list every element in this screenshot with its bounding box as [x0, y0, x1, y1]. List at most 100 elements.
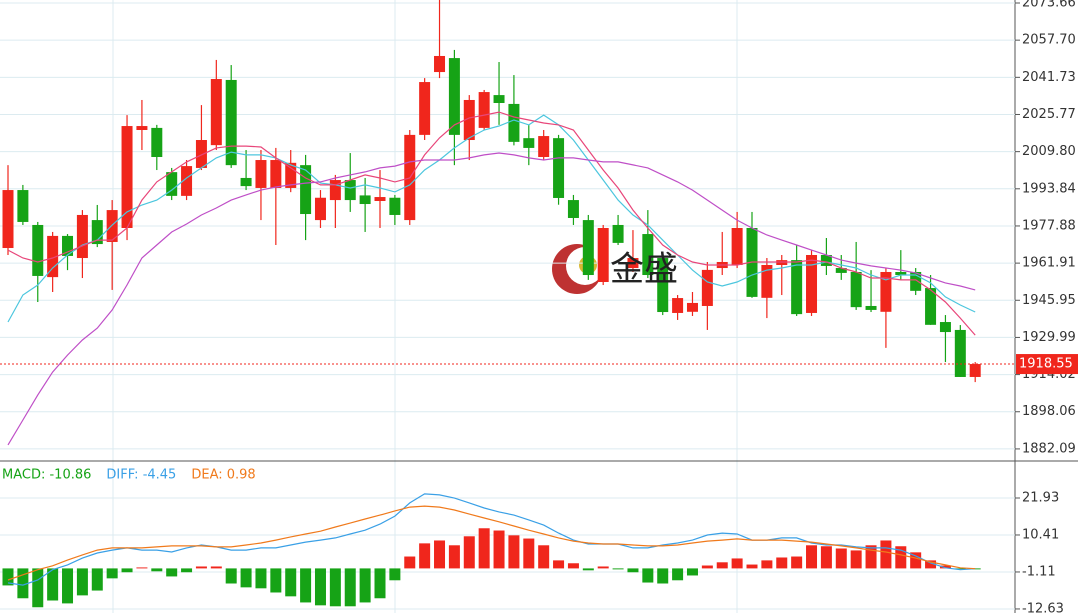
- macd-bar: [91, 568, 103, 591]
- macd-bar: [925, 560, 937, 569]
- macd-bar: [686, 568, 698, 576]
- moving-average-line: [7, 152, 976, 446]
- y-tick-label: 1961.91: [1022, 256, 1076, 271]
- macd-bar: [136, 567, 148, 569]
- macd-bar: [434, 540, 446, 569]
- macd-bar: [672, 568, 684, 581]
- legend-entry: MACD: -10.86: [2, 468, 91, 483]
- macd-bar: [895, 546, 907, 569]
- macd-bar: [210, 566, 222, 569]
- macd-bar: [508, 535, 520, 569]
- macd-bar: [791, 556, 803, 569]
- macd-bar: [76, 568, 88, 596]
- macd-bar: [181, 568, 193, 573]
- macd-bar: [716, 562, 728, 569]
- marks-layer: [2, 0, 981, 608]
- macd-bar: [582, 568, 594, 571]
- macd-bar: [270, 568, 282, 593]
- candle-body: [582, 220, 594, 276]
- macd-bar: [553, 560, 565, 569]
- macd-bar: [62, 568, 74, 604]
- macd-bar: [642, 568, 654, 583]
- candle-body: [657, 258, 669, 313]
- watermark-text: 金盛: [610, 250, 678, 290]
- macd-bar: [300, 568, 312, 603]
- y-tick-label: 2025.77: [1022, 107, 1076, 122]
- candle-body: [329, 180, 341, 201]
- y-tick-label: 1945.95: [1022, 293, 1076, 308]
- candle-body: [553, 138, 565, 198]
- macd-bar: [910, 552, 922, 569]
- macd-bar: [47, 568, 59, 601]
- macd-bar: [612, 568, 624, 570]
- candle-body: [761, 265, 773, 298]
- macd-bar: [32, 568, 44, 608]
- macd-bar: [746, 564, 758, 569]
- candle-body: [865, 305, 877, 310]
- candle-body: [255, 160, 267, 188]
- candle-body: [225, 79, 237, 166]
- candle-body: [166, 172, 178, 196]
- candle-body: [939, 322, 951, 333]
- candle-body: [701, 269, 713, 306]
- candle-body: [106, 210, 118, 242]
- candle-body: [344, 180, 356, 201]
- macd-bar: [954, 568, 966, 570]
- current-price-label: 1918.55: [1019, 357, 1073, 372]
- macd-bar: [478, 528, 490, 569]
- macd-bar: [359, 568, 371, 603]
- candle-body: [300, 165, 312, 215]
- macd-bar: [657, 568, 669, 584]
- candle-body: [523, 138, 535, 148]
- y-tick-label: 2073.66: [1022, 0, 1076, 11]
- candle-body: [493, 95, 505, 104]
- candle-body: [567, 200, 579, 218]
- candle-body: [538, 136, 550, 158]
- candle-body: [820, 254, 832, 266]
- macd-bar: [404, 556, 416, 569]
- macd-bar: [419, 543, 431, 569]
- macd-bar: [166, 568, 178, 577]
- moving-average-line: [7, 114, 976, 323]
- candle-body: [62, 235, 74, 256]
- macd-bar: [820, 546, 832, 569]
- macd-bar: [463, 536, 475, 569]
- macd-bar: [627, 568, 639, 573]
- y-tick-label: -1.11: [1022, 564, 1056, 579]
- candle-body: [880, 271, 892, 312]
- macd-bar: [865, 545, 877, 569]
- macd-bar: [597, 566, 609, 569]
- macd-line: [7, 493, 976, 586]
- candle-body: [47, 235, 59, 278]
- macd-bar: [255, 568, 267, 589]
- moving-average-line: [7, 111, 976, 336]
- candle-body: [508, 103, 520, 142]
- macd-bar: [493, 530, 505, 569]
- candle-body: [969, 364, 981, 377]
- candle-body: [285, 162, 297, 188]
- y-tick-label: 10.41: [1022, 527, 1059, 542]
- y-tick-label: 2041.73: [1022, 70, 1076, 85]
- candle-body: [389, 197, 401, 215]
- candle-body: [32, 224, 44, 276]
- candle-body: [91, 220, 103, 245]
- candle-body: [612, 224, 624, 243]
- candle-body: [210, 79, 222, 146]
- candle-body: [121, 126, 133, 228]
- macd-bar: [389, 568, 401, 581]
- candle-body: [448, 58, 460, 135]
- macd-bar: [806, 545, 818, 569]
- y-tick-label: 1977.88: [1022, 218, 1076, 233]
- candle-body: [835, 268, 847, 273]
- y-tick-label: 1929.99: [1022, 330, 1076, 345]
- y-tick-label: 1898.06: [1022, 404, 1076, 419]
- y-tick-label: 2009.80: [1022, 144, 1076, 159]
- macd-bar: [835, 548, 847, 569]
- candle-body: [419, 82, 431, 135]
- candle-body: [910, 271, 922, 291]
- candle-body: [791, 260, 803, 315]
- macd-bar: [195, 566, 207, 569]
